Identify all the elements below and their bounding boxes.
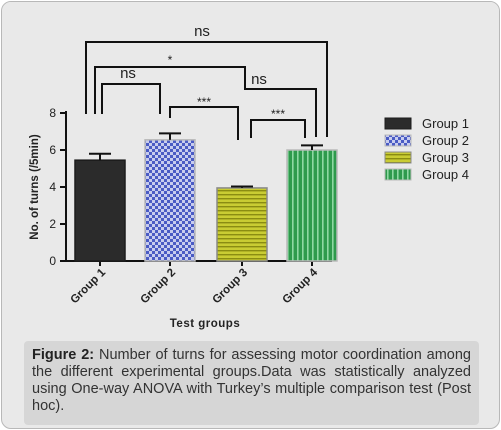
bar-2: [144, 139, 196, 262]
y-tick-label: 0: [49, 254, 56, 268]
y-tick-label: 8: [49, 106, 56, 120]
significance-label-1: ns: [194, 23, 210, 40]
legend-swatch-4: [384, 168, 412, 181]
x-tick-label: Group 4: [280, 266, 320, 306]
significance-label-4: ns: [251, 71, 267, 88]
legend-label-4: Group 4: [422, 167, 469, 182]
legend-label-2: Group 2: [422, 133, 469, 148]
bar-4: [286, 149, 338, 262]
x-axis-label: Test groups: [170, 318, 240, 330]
bar-1: [74, 159, 126, 262]
significance-label-5: ***: [197, 95, 211, 109]
significance-label-6: ***: [271, 107, 285, 121]
chart-area: 0 2 4 6 8 No. of turns (/5min) Test groups Grou…: [2, 2, 499, 337]
y-tick-label: 2: [49, 217, 56, 231]
significance-bracket-1: [85, 41, 328, 137]
significance-bracket-6: [250, 119, 306, 138]
significance-bracket-4: [244, 83, 317, 137]
bar-3: [216, 187, 268, 262]
caption-label: Figure 2:: [32, 347, 95, 363]
y-axis-label: No. of turns (/5min): [29, 134, 41, 240]
y-tick-label: 6: [49, 143, 56, 157]
significance-label-2: *: [168, 53, 173, 67]
bar-chart: 0 2 4 6 8 No. of turns (/5min) Test groups Grou…: [29, 23, 469, 330]
significance-bracket-3: [101, 83, 161, 114]
x-tick-label: Group 3: [210, 267, 250, 307]
legend-label-3: Group 3: [422, 150, 469, 165]
legend-swatch-3: [384, 151, 412, 164]
y-tick-label: 4: [49, 180, 56, 194]
significance-bracket-2: [94, 66, 246, 114]
caption-text: Number of turns for assessing motor coor…: [32, 347, 471, 414]
legend-swatch-2: [384, 134, 412, 147]
significance-label-3: ns: [120, 65, 136, 82]
legend-label-1: Group 1: [422, 116, 469, 131]
figure-caption: Figure 2: Number of turns for assessing …: [24, 341, 479, 425]
legend-swatch-1: [384, 117, 412, 130]
x-tick-label: Group 1: [68, 266, 108, 306]
x-tick-label: Group 2: [138, 267, 178, 307]
significance-bracket-5: [169, 106, 239, 140]
